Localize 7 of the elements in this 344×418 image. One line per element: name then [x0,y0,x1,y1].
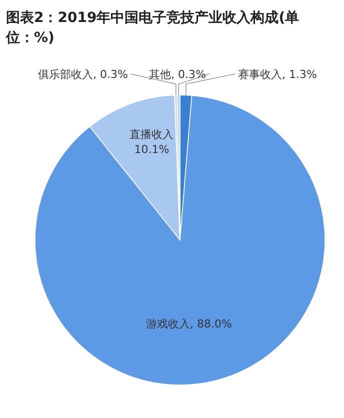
slice-label: 游戏收入, 88.0% [146,317,232,330]
slice-label: 俱乐部收入, 0.3% [38,68,128,81]
slice-label: 其他, 0.3% [149,68,206,81]
chart-title: 图表2：2019年中国电子竞技产业收入构成(单位：%) [5,9,300,46]
slice-label: 直播收入 [130,128,174,142]
slice-label: 赛事收入, 1.3% [238,68,317,81]
data-label: 10.1% [134,143,170,156]
